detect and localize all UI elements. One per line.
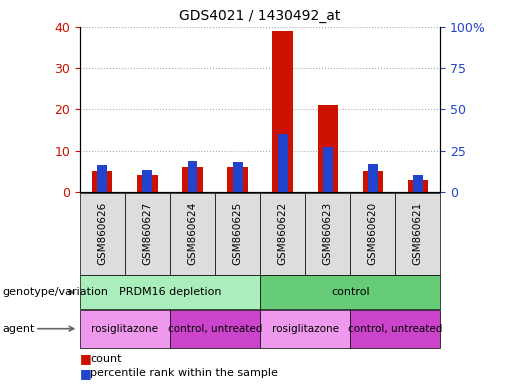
Bar	[143, 170, 152, 192]
Text: control: control	[331, 287, 369, 297]
Text: agent: agent	[3, 324, 35, 334]
Title: GDS4021 / 1430492_at: GDS4021 / 1430492_at	[179, 9, 341, 23]
Bar	[368, 164, 377, 192]
Bar	[413, 175, 423, 192]
Bar	[233, 162, 243, 192]
Text: control, untreated: control, untreated	[168, 324, 262, 334]
Text: rosiglitazone: rosiglitazone	[91, 324, 159, 334]
Bar	[182, 167, 202, 192]
Bar	[92, 171, 112, 192]
Text: GSM860620: GSM860620	[368, 202, 377, 265]
Text: genotype/variation: genotype/variation	[3, 287, 109, 297]
Text: control, untreated: control, untreated	[348, 324, 442, 334]
Text: GSM860621: GSM860621	[413, 202, 423, 265]
Text: GSM860623: GSM860623	[323, 202, 333, 265]
Text: count: count	[90, 354, 122, 364]
Text: GSM860625: GSM860625	[233, 202, 243, 265]
Text: ■: ■	[80, 367, 92, 380]
Bar	[408, 180, 428, 192]
Text: rosiglitazone: rosiglitazone	[271, 324, 339, 334]
Bar	[278, 134, 287, 192]
Text: GSM860626: GSM860626	[97, 202, 107, 265]
Text: PRDM16 depletion: PRDM16 depletion	[118, 287, 221, 297]
Bar	[272, 31, 293, 192]
Bar	[323, 147, 333, 192]
Bar	[187, 161, 197, 192]
Text: GSM860624: GSM860624	[187, 202, 197, 265]
Text: percentile rank within the sample: percentile rank within the sample	[90, 368, 278, 378]
Text: ■: ■	[80, 353, 92, 366]
Bar	[228, 167, 248, 192]
Bar	[318, 105, 338, 192]
Bar	[97, 165, 107, 192]
Bar	[138, 175, 158, 192]
Bar	[363, 171, 383, 192]
Text: GSM860622: GSM860622	[278, 202, 287, 265]
Text: GSM860627: GSM860627	[143, 202, 152, 265]
